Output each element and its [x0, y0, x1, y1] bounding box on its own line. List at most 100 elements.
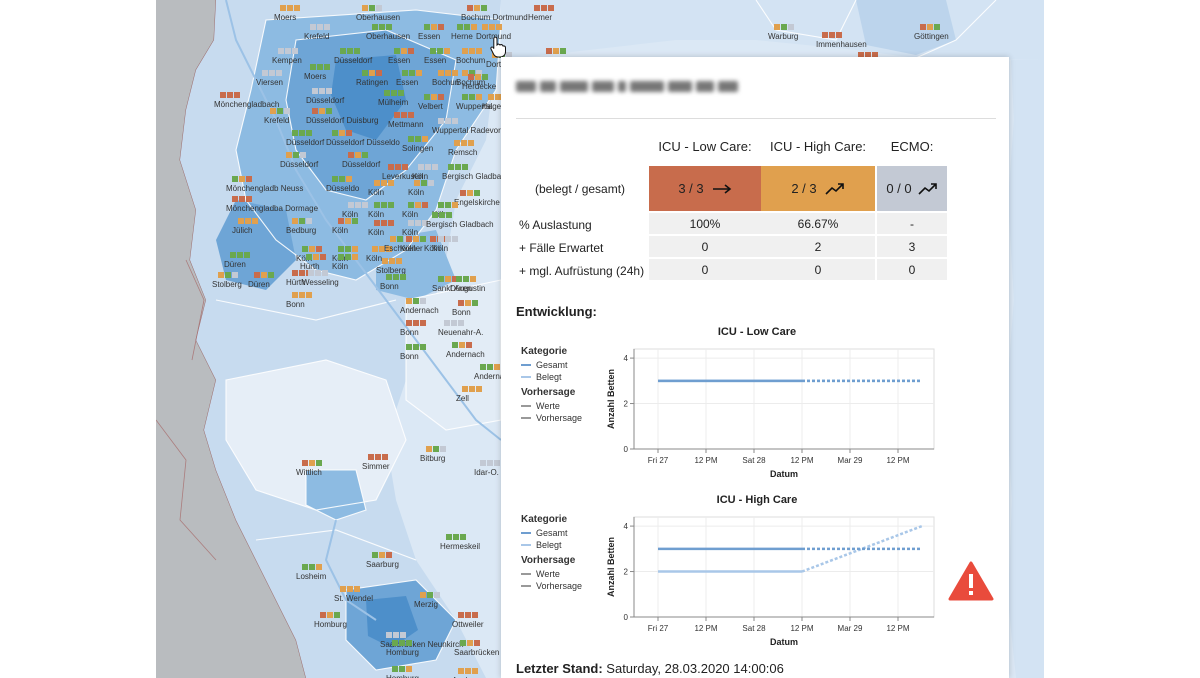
occupancy-marker[interactable] — [424, 24, 444, 30]
occupancy-marker[interactable] — [406, 320, 426, 326]
occupancy-marker[interactable] — [480, 460, 500, 466]
occupancy-marker[interactable] — [254, 272, 274, 278]
occupancy-marker[interactable] — [338, 246, 358, 252]
occupancy-marker[interactable] — [232, 176, 252, 182]
occupancy-marker[interactable] — [292, 292, 312, 298]
occupancy-marker[interactable] — [394, 48, 414, 54]
occupancy-marker[interactable] — [392, 666, 412, 672]
occupancy-marker[interactable] — [460, 190, 480, 196]
occupancy-marker[interactable] — [308, 270, 328, 276]
occupancy-marker[interactable] — [372, 552, 392, 558]
occupancy-marker[interactable] — [348, 202, 368, 208]
occupancy-marker[interactable] — [822, 32, 842, 38]
occupancy-marker[interactable] — [430, 48, 450, 54]
occupancy-marker[interactable] — [384, 90, 404, 96]
occupancy-marker[interactable] — [238, 218, 258, 224]
occupancy-marker[interactable] — [232, 196, 252, 202]
occupancy-marker[interactable] — [278, 48, 298, 54]
occupancy-marker[interactable] — [920, 24, 940, 30]
occupancy-marker[interactable] — [462, 94, 482, 100]
occupancy-marker[interactable] — [408, 136, 428, 142]
occupancy-marker[interactable] — [454, 140, 474, 146]
occupancy-marker[interactable] — [402, 70, 422, 76]
occupancy-marker[interactable] — [362, 70, 382, 76]
occupancy-marker[interactable] — [438, 70, 458, 76]
occupancy-marker[interactable] — [457, 24, 477, 30]
occupancy-marker[interactable] — [292, 130, 312, 136]
occupancy-marker[interactable] — [460, 640, 480, 646]
occupancy-marker[interactable] — [262, 70, 282, 76]
occupancy-marker[interactable] — [406, 344, 426, 350]
occupancy-marker[interactable] — [292, 218, 312, 224]
occupancy-marker[interactable] — [374, 180, 394, 186]
occupancy-marker[interactable] — [340, 586, 360, 592]
occupancy-marker[interactable] — [858, 52, 878, 58]
occupancy-marker[interactable] — [446, 534, 466, 540]
occupancy-marker[interactable] — [270, 108, 290, 114]
occupancy-marker[interactable] — [302, 564, 322, 570]
occupancy-marker[interactable] — [218, 272, 238, 278]
occupancy-marker[interactable] — [467, 5, 487, 11]
occupancy-marker[interactable] — [312, 88, 332, 94]
occupancy-marker[interactable] — [458, 300, 478, 306]
occupancy-marker[interactable] — [418, 164, 438, 170]
occupancy-marker[interactable] — [338, 254, 358, 260]
occupancy-marker[interactable] — [230, 252, 250, 258]
occupancy-marker[interactable] — [480, 364, 500, 370]
occupancy-marker[interactable] — [458, 668, 478, 674]
occupancy-marker[interactable] — [374, 220, 394, 226]
occupancy-marker[interactable] — [424, 94, 444, 100]
occupancy-marker[interactable] — [388, 164, 408, 170]
occupancy-marker[interactable] — [546, 48, 566, 54]
occupancy-marker[interactable] — [374, 202, 394, 208]
occupancy-marker[interactable] — [462, 48, 482, 54]
occupancy-marker[interactable] — [372, 24, 392, 30]
occupancy-marker[interactable] — [444, 320, 464, 326]
occupancy-marker[interactable] — [420, 592, 440, 598]
occupancy-marker[interactable] — [432, 212, 452, 218]
occupancy-marker[interactable] — [332, 176, 352, 182]
occupancy-marker[interactable] — [438, 236, 458, 242]
occupancy-marker[interactable] — [310, 64, 330, 70]
occupancy-marker[interactable] — [774, 24, 794, 30]
occupancy-marker[interactable] — [414, 180, 434, 186]
occupancy-marker[interactable] — [462, 386, 482, 392]
occupancy-marker[interactable] — [438, 202, 458, 208]
occupancy-marker[interactable] — [280, 5, 300, 11]
occupancy-marker[interactable] — [448, 164, 468, 170]
occupancy-marker[interactable] — [286, 152, 306, 158]
occupancy-marker[interactable] — [340, 48, 360, 54]
occupancy-marker[interactable] — [426, 446, 446, 452]
occupancy-marker[interactable] — [386, 274, 406, 280]
occupancy-marker[interactable] — [406, 298, 426, 304]
occupancy-marker[interactable] — [302, 246, 322, 252]
occupancy-marker[interactable] — [462, 70, 482, 76]
occupancy-marker[interactable] — [338, 218, 358, 224]
occupancy-marker[interactable] — [386, 632, 406, 638]
occupancy-marker[interactable] — [406, 236, 426, 242]
occupancy-marker[interactable] — [482, 24, 502, 30]
occupancy-marker[interactable] — [452, 342, 472, 348]
occupancy-marker[interactable] — [534, 5, 554, 11]
warning-icon[interactable] — [948, 561, 994, 601]
occupancy-marker[interactable] — [302, 460, 322, 466]
occupancy-marker[interactable] — [310, 24, 330, 30]
occupancy-marker[interactable] — [306, 254, 326, 260]
occupancy-marker[interactable] — [220, 92, 240, 98]
occupancy-marker[interactable] — [394, 112, 414, 118]
occupancy-marker[interactable] — [408, 220, 428, 226]
occupancy-marker[interactable] — [392, 640, 412, 646]
occupancy-marker[interactable] — [382, 258, 402, 264]
occupancy-marker[interactable] — [408, 202, 428, 208]
occupancy-marker[interactable] — [348, 152, 368, 158]
occupancy-marker[interactable] — [458, 612, 478, 618]
occupancy-marker[interactable] — [468, 74, 488, 80]
occupancy-marker[interactable] — [312, 108, 332, 114]
occupancy-marker[interactable] — [438, 276, 458, 282]
occupancy-marker[interactable] — [438, 118, 458, 124]
occupancy-marker[interactable] — [368, 454, 388, 460]
occupancy-marker[interactable] — [362, 5, 382, 11]
occupancy-marker[interactable] — [372, 246, 392, 252]
occupancy-marker[interactable] — [320, 612, 340, 618]
occupancy-marker[interactable] — [456, 276, 476, 282]
